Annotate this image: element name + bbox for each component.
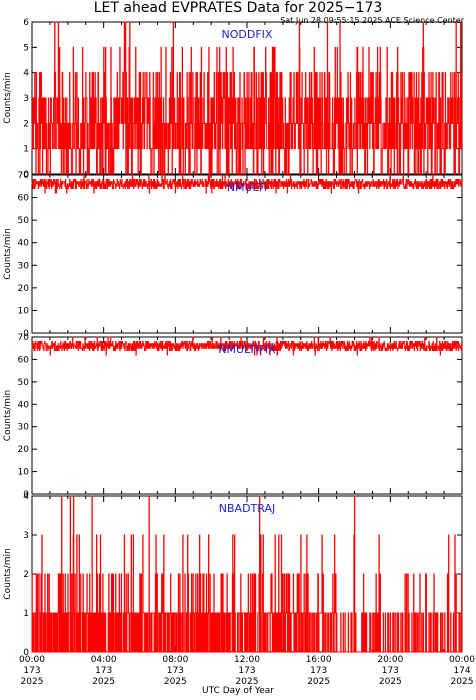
y-axis-label: Counts/min xyxy=(3,72,13,123)
x-tick-label: 173 xyxy=(95,666,112,676)
y-tick-label: 0 xyxy=(23,490,29,500)
panel-frame-nmulti xyxy=(31,174,463,334)
y-tick-label: 3 xyxy=(23,531,29,541)
y-tick-label: 0 xyxy=(23,329,29,339)
y-tick-label: 1 xyxy=(23,145,29,155)
y-tick-label: 60 xyxy=(18,194,30,204)
y-tick-label: 0 xyxy=(23,170,29,180)
y-tick-label: 3 xyxy=(23,94,29,104)
y-tick-label: 60 xyxy=(18,355,30,365)
chart-title: LET ahead EVPRATES Data for 2025−173 xyxy=(93,0,383,16)
x-tick-label: 173 xyxy=(167,666,184,676)
x-tick-label: 00:00 xyxy=(449,655,475,665)
y-axis-label: Counts/min xyxy=(3,390,13,441)
series-line-nbadtraj xyxy=(31,495,463,653)
x-tick-label: 12:00 xyxy=(234,655,260,665)
x-tick-label: 16:00 xyxy=(306,655,332,665)
y-tick-label: 20 xyxy=(18,284,30,294)
y-tick-label: 10 xyxy=(18,468,30,478)
y-tick-label: 70 xyxy=(18,333,30,343)
x-tick-label: 174 xyxy=(453,666,470,676)
panel-frame-nmultifix xyxy=(31,336,463,495)
y-tick-label: 20 xyxy=(18,445,30,455)
y-tick-label: 40 xyxy=(18,239,30,249)
x-axis-label: UTC Day of Year xyxy=(202,686,274,696)
y-tick-label: 10 xyxy=(18,306,30,316)
series-line-noddfix xyxy=(31,21,463,175)
y-tick-label: 30 xyxy=(18,423,30,433)
x-tick-label: 2025 xyxy=(451,677,474,687)
y-tick-label: 4 xyxy=(23,492,29,502)
y-tick-label: 0 xyxy=(23,648,29,658)
y-tick-label: 2 xyxy=(23,119,29,129)
panel-label-nmultifix: NMULTIFIX xyxy=(218,343,276,356)
generated-timestamp: Sat Jun 28 09:55:15 2025 ACE Science Cen… xyxy=(280,16,464,25)
panel-label-nmulti: NMULTI xyxy=(227,181,267,194)
y-axis-label: Counts/min xyxy=(3,548,13,599)
series-line-nmulti xyxy=(31,174,463,194)
y-axis-label: Counts/min xyxy=(3,228,13,279)
x-tick-label: 04:00 xyxy=(91,655,117,665)
x-tick-label: 2025 xyxy=(92,677,115,687)
y-tick-label: 1 xyxy=(23,609,29,619)
series-line-nmultifix xyxy=(31,336,463,356)
y-tick-label: 5 xyxy=(23,43,29,53)
y-tick-label: 50 xyxy=(18,378,30,388)
x-tick-label: 173 xyxy=(382,666,399,676)
y-tick-label: 2 xyxy=(23,570,29,580)
panel-label-noddfix: NODDFIX xyxy=(222,28,273,41)
x-tick-label: 00:00 xyxy=(19,655,45,665)
y-tick-label: 30 xyxy=(18,261,30,271)
y-tick-label: 4 xyxy=(23,69,29,79)
y-tick-label: 50 xyxy=(18,216,30,226)
x-tick-label: 2025 xyxy=(379,677,402,687)
y-tick-label: 6 xyxy=(23,18,29,28)
x-tick-label: 173 xyxy=(23,666,40,676)
x-tick-label: 2025 xyxy=(21,677,44,687)
x-tick-label: 20:00 xyxy=(377,655,403,665)
x-tick-label: 2025 xyxy=(164,677,187,687)
y-tick-label: 40 xyxy=(18,400,30,410)
x-tick-label: 2025 xyxy=(236,677,259,687)
x-tick-label: 2025 xyxy=(307,677,330,687)
x-tick-label: 173 xyxy=(238,666,255,676)
panel-label-nbadtraj: NBADTRAJ xyxy=(219,502,275,515)
y-tick-label: 70 xyxy=(18,171,30,181)
x-tick-label: 173 xyxy=(310,666,327,676)
x-tick-label: 08:00 xyxy=(162,655,188,665)
